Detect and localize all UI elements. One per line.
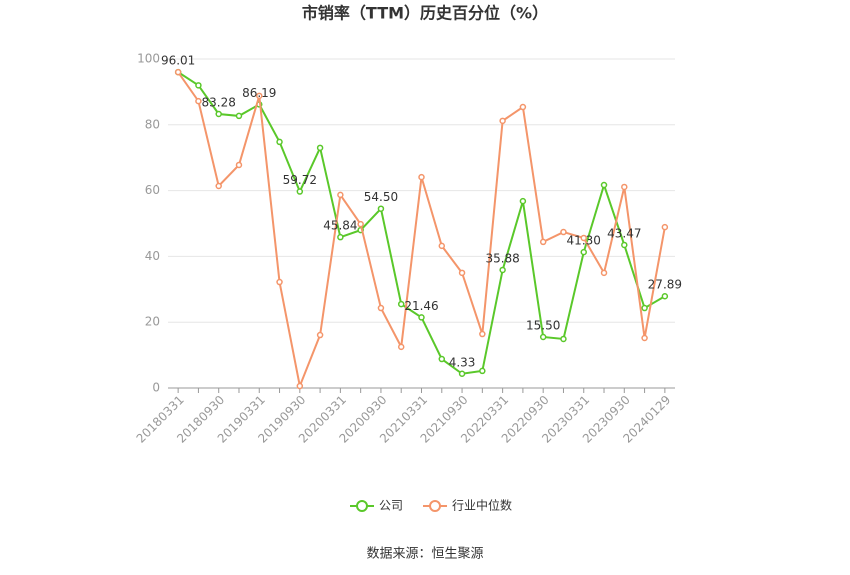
point bbox=[377, 205, 385, 212]
legend-label[interactable]: 行业中位数 bbox=[452, 498, 512, 513]
point bbox=[357, 220, 364, 228]
point bbox=[195, 97, 202, 105]
series-line bbox=[177, 71, 666, 375]
data-label: 59.72 bbox=[283, 173, 317, 187]
point bbox=[539, 238, 547, 246]
y-tick-label: 40 bbox=[145, 249, 160, 263]
point bbox=[296, 382, 304, 390]
y-tick-label: 20 bbox=[145, 315, 160, 329]
point bbox=[397, 343, 405, 351]
point bbox=[276, 138, 283, 146]
point bbox=[600, 269, 608, 277]
legend-label[interactable]: 公司 bbox=[379, 499, 403, 513]
series-line bbox=[177, 71, 666, 390]
point bbox=[519, 103, 527, 111]
point bbox=[519, 197, 527, 205]
point bbox=[256, 92, 263, 100]
point bbox=[479, 330, 486, 338]
data-label: 83.28 bbox=[202, 96, 236, 110]
point bbox=[438, 242, 446, 250]
data-label: 15.50 bbox=[526, 319, 560, 333]
point bbox=[235, 112, 243, 120]
point bbox=[215, 182, 222, 190]
point bbox=[195, 82, 202, 89]
data-label: 35.88 bbox=[485, 251, 519, 265]
point bbox=[641, 334, 648, 342]
point bbox=[479, 367, 486, 375]
source: 数据来源：恒生聚源 bbox=[366, 547, 483, 562]
point bbox=[215, 110, 222, 118]
point bbox=[499, 266, 506, 274]
y-tick-label: 60 bbox=[145, 183, 160, 197]
legend-marker bbox=[356, 500, 368, 512]
y-tick-label: 100 bbox=[137, 52, 160, 66]
y-tick-label: 0 bbox=[152, 381, 160, 395]
point bbox=[661, 223, 669, 231]
point bbox=[621, 183, 628, 191]
data-label: 21.46 bbox=[404, 299, 438, 313]
point bbox=[296, 188, 304, 195]
point bbox=[560, 228, 567, 236]
point bbox=[174, 68, 182, 76]
point bbox=[276, 278, 283, 286]
point bbox=[580, 248, 587, 256]
point bbox=[377, 304, 385, 312]
data-label: 45.84 bbox=[323, 219, 357, 233]
data-label: 54.50 bbox=[364, 190, 398, 204]
data-label: 86.19 bbox=[242, 86, 276, 100]
data-label: 43.47 bbox=[607, 226, 641, 240]
point bbox=[560, 335, 567, 343]
chart-title: 市销率（TTM）历史百分位（%） bbox=[302, 4, 548, 23]
data-label: 27.89 bbox=[648, 278, 682, 292]
data-label: 4.33 bbox=[449, 355, 476, 369]
point bbox=[458, 370, 466, 378]
data-label: 96.01 bbox=[161, 54, 195, 68]
point bbox=[641, 304, 648, 312]
point bbox=[316, 144, 324, 152]
point bbox=[316, 331, 324, 339]
point bbox=[499, 117, 506, 125]
data-label: 41.30 bbox=[567, 234, 601, 248]
point bbox=[235, 161, 243, 169]
point bbox=[600, 181, 608, 189]
point bbox=[621, 241, 628, 249]
point bbox=[539, 333, 547, 341]
point bbox=[458, 269, 466, 277]
legend-marker bbox=[429, 500, 442, 512]
point bbox=[337, 233, 344, 241]
point bbox=[438, 355, 446, 363]
point bbox=[337, 191, 344, 199]
y-tick-label: 80 bbox=[145, 117, 160, 131]
point bbox=[580, 234, 587, 242]
point bbox=[418, 173, 425, 181]
point bbox=[418, 314, 425, 321]
point bbox=[661, 292, 669, 300]
point bbox=[397, 300, 405, 308]
